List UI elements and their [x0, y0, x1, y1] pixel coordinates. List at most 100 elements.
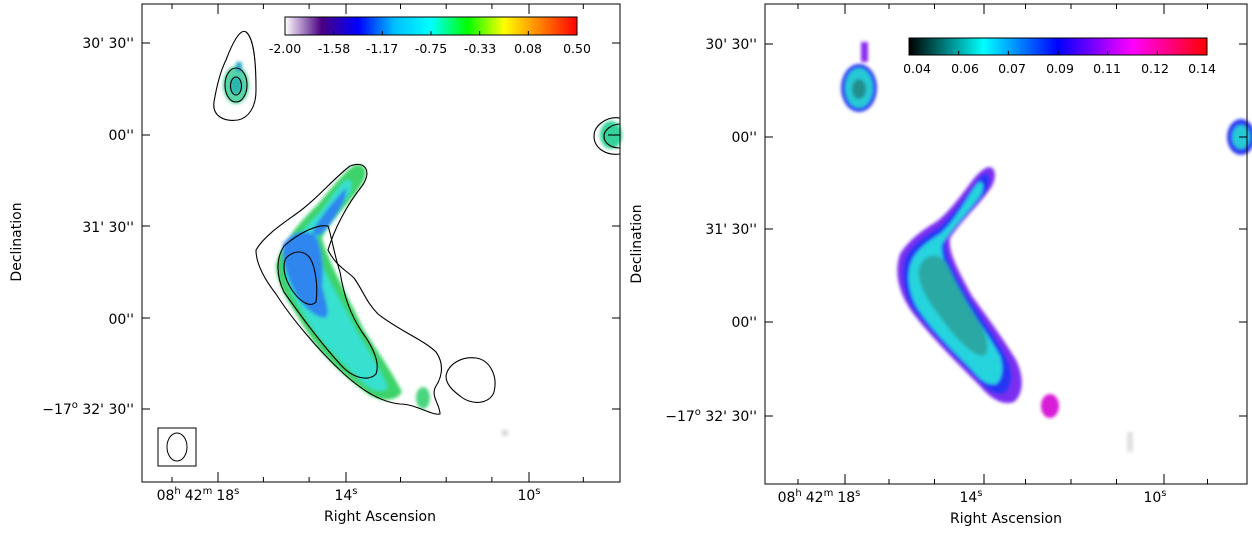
- right-colorbar-label: 0.12: [1141, 61, 1169, 76]
- right-dec-tick: 31' 30'': [705, 222, 757, 238]
- right-colorbar-label: 0.07: [998, 61, 1026, 76]
- right-colorbar-label: 0.11: [1093, 61, 1121, 76]
- contour-inner: [283, 251, 318, 305]
- left-ra-tick-first: 08h 42m 18s: [157, 486, 240, 504]
- left-ridge-body: [284, 179, 388, 391]
- ra-seconds: 14: [334, 488, 352, 504]
- ra-hours: 08: [157, 488, 175, 504]
- left-ra-tick-labels: 08h 42m 18s 14s 10s: [157, 486, 541, 504]
- ra-seconds: 18: [837, 490, 855, 506]
- ra-m-unit: m: [203, 486, 213, 497]
- left-colorbar-label: -0.75: [415, 41, 447, 56]
- ra-minutes: 42: [185, 488, 203, 504]
- left-speck: [502, 430, 508, 436]
- ra-seconds: 10: [517, 488, 535, 504]
- contour-north-mid: [224, 67, 248, 103]
- ra-seconds: 10: [1143, 490, 1161, 506]
- ra-seconds: 18: [216, 488, 234, 504]
- left-emission-map: [223, 62, 622, 436]
- right-speck: [1127, 432, 1133, 452]
- right-ra-tick-labels: 08h 42m 18s 14s 10s: [778, 488, 1167, 506]
- left-colorbar-label: -2.00: [269, 41, 301, 56]
- contour-outer: [255, 164, 442, 415]
- left-dec-tick: 00'': [108, 128, 134, 144]
- dec-arcmin: 32' 30'': [78, 402, 134, 418]
- right-ridge-core: [918, 255, 988, 356]
- left-dec-tick: 31' 30'': [82, 220, 134, 236]
- left-north-jet: [236, 62, 242, 72]
- left-ra-tick: 14s: [334, 486, 357, 504]
- left-dec-tick: 30' 30'': [82, 36, 134, 52]
- left-y-axis-label: Declination: [9, 202, 25, 281]
- right-north-core: [852, 79, 866, 99]
- dec-degree-sup: o: [72, 400, 78, 411]
- right-x-axis-label: Right Ascension: [950, 511, 1062, 527]
- right-emission-map: [841, 42, 1252, 452]
- right-dec-tick: −17o 32' 30'': [665, 407, 757, 425]
- dec-sign: −17: [42, 402, 72, 418]
- ra-s-unit: s: [535, 486, 540, 497]
- contour-mid: [277, 225, 378, 379]
- left-colorbar-label: -1.17: [366, 41, 398, 56]
- left-plot-frame: [141, 3, 621, 483]
- contour-east-inner: [603, 123, 621, 149]
- right-dec-tick: 30' 30'': [705, 37, 757, 53]
- right-colorbar-labels: 0.04 0.06 0.07 0.09 0.11 0.12 0.14: [903, 61, 1216, 76]
- dec-arcmin: 32' 30'': [701, 409, 757, 425]
- ra-s-unit: s: [352, 486, 357, 497]
- left-colorbar-label: 0.50: [563, 41, 591, 56]
- ra-h-unit: h: [174, 486, 180, 497]
- left-ridge-outer: [276, 164, 402, 400]
- ra-m-unit: m: [824, 488, 834, 499]
- right-south-blob: [1041, 394, 1059, 418]
- right-dec-tick: 00'': [731, 130, 757, 146]
- right-colorbar-label: 0.09: [1046, 61, 1074, 76]
- ra-s-unit: s: [1161, 488, 1166, 499]
- ra-s-unit: s: [234, 486, 239, 497]
- left-colorbar-label: -0.33: [464, 41, 496, 56]
- right-colorbar-ticks: [908, 51, 1208, 55]
- ra-minutes: 42: [806, 490, 824, 506]
- beam-ellipse: [166, 432, 188, 462]
- left-colorbar-label: -1.58: [318, 41, 350, 56]
- left-ra-tick: 10s: [517, 486, 540, 504]
- right-colorbar-label: 0.06: [951, 61, 979, 76]
- right-dec-tick: 00'': [731, 315, 757, 331]
- dec-degree-sup: o: [695, 407, 701, 418]
- ra-s-unit: s: [977, 488, 982, 499]
- left-axis-ticks: [142, 4, 620, 482]
- contour-north-outer: [213, 30, 257, 121]
- left-colorbar-labels: -2.00 -1.58 -1.17 -0.75 -0.33 0.08 0.50: [269, 41, 591, 56]
- left-panel: 30' 30'' 00'' 31' 30'' 00'' −17o 32' 30'…: [9, 3, 622, 525]
- left-x-axis-label: Right Ascension: [324, 509, 436, 525]
- right-ra-tick: 14s: [959, 488, 982, 506]
- right-colorbar-label: 0.04: [903, 61, 931, 76]
- right-dec-tick-labels: 30' 30'' 00'' 31' 30'' 00'' −17o 32' 30'…: [665, 37, 757, 425]
- left-dec-tick: −17o 32' 30'': [42, 400, 134, 418]
- right-axis-ticks: [765, 4, 1247, 484]
- ra-seconds: 14: [959, 490, 977, 506]
- left-colorbar-label: 0.08: [514, 41, 542, 56]
- right-y-axis-label: Declination: [629, 204, 645, 283]
- left-colorbar-ticks: [284, 31, 578, 35]
- right-colorbar: 0.04 0.06 0.07 0.09 0.11 0.12 0.14: [903, 37, 1216, 76]
- left-contours: [213, 30, 621, 415]
- right-panel: 30' 30'' 00'' 31' 30'' 00'' −17o 32' 30'…: [629, 3, 1252, 527]
- dec-sign: −17: [665, 409, 695, 425]
- right-plot-frame: [764, 3, 1248, 485]
- right-ra-tick-first: 08h 42m 18s: [778, 488, 861, 506]
- right-colorbar-label: 0.14: [1188, 61, 1216, 76]
- ra-s-unit: s: [855, 488, 860, 499]
- ra-h-unit: h: [795, 488, 801, 499]
- contour-north-inner: [229, 76, 243, 96]
- right-ra-tick: 10s: [1143, 488, 1166, 506]
- right-north-jet: [861, 42, 868, 62]
- ra-hours: 08: [778, 490, 796, 506]
- left-north-core: [230, 76, 242, 94]
- contour-east-outer: [593, 117, 621, 155]
- left-dec-tick: 00'': [108, 312, 134, 328]
- beam-box: [157, 427, 197, 467]
- left-dec-tick-labels: 30' 30'' 00'' 31' 30'' 00'' −17o 32' 30'…: [42, 36, 134, 418]
- left-colorbar: -2.00 -1.58 -1.17 -0.75 -0.33 0.08 0.50: [269, 16, 591, 56]
